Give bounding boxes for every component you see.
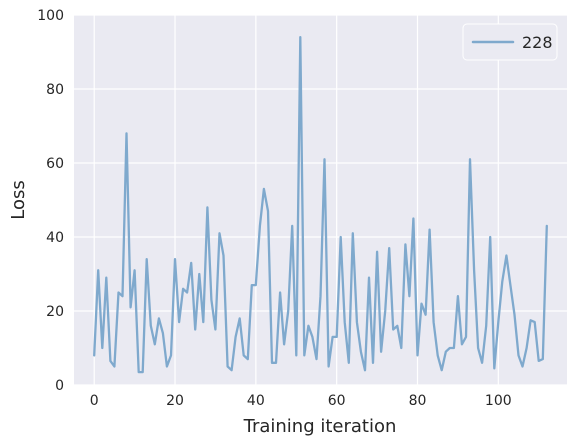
x-tick-label: 40: [247, 393, 265, 409]
x-tick-label: 0: [90, 393, 99, 409]
x-tick-label: 100: [485, 393, 512, 409]
legend-label: 228: [522, 33, 553, 52]
x-tick-label: 60: [328, 393, 346, 409]
y-axis-label: Loss: [8, 180, 29, 219]
y-tick-label: 0: [55, 378, 64, 394]
y-tick-label: 20: [46, 304, 64, 320]
legend: 228: [462, 23, 558, 61]
y-tick-label: 80: [46, 82, 64, 98]
x-tick-label: 80: [409, 393, 427, 409]
tick-labels: 0 20 40 60 80 100 0 20 40 60 80 100: [37, 8, 511, 409]
x-tick-label: 20: [166, 393, 184, 409]
y-tick-label: 100: [37, 8, 64, 24]
grid-lines: [74, 14, 567, 386]
series-layer: [93, 36, 548, 374]
series-line: [93, 36, 548, 374]
plot-background: [74, 15, 567, 385]
y-tick-label: 40: [46, 230, 64, 246]
y-tick-label: 60: [46, 156, 64, 172]
x-axis-label: Training iteration: [243, 416, 397, 437]
